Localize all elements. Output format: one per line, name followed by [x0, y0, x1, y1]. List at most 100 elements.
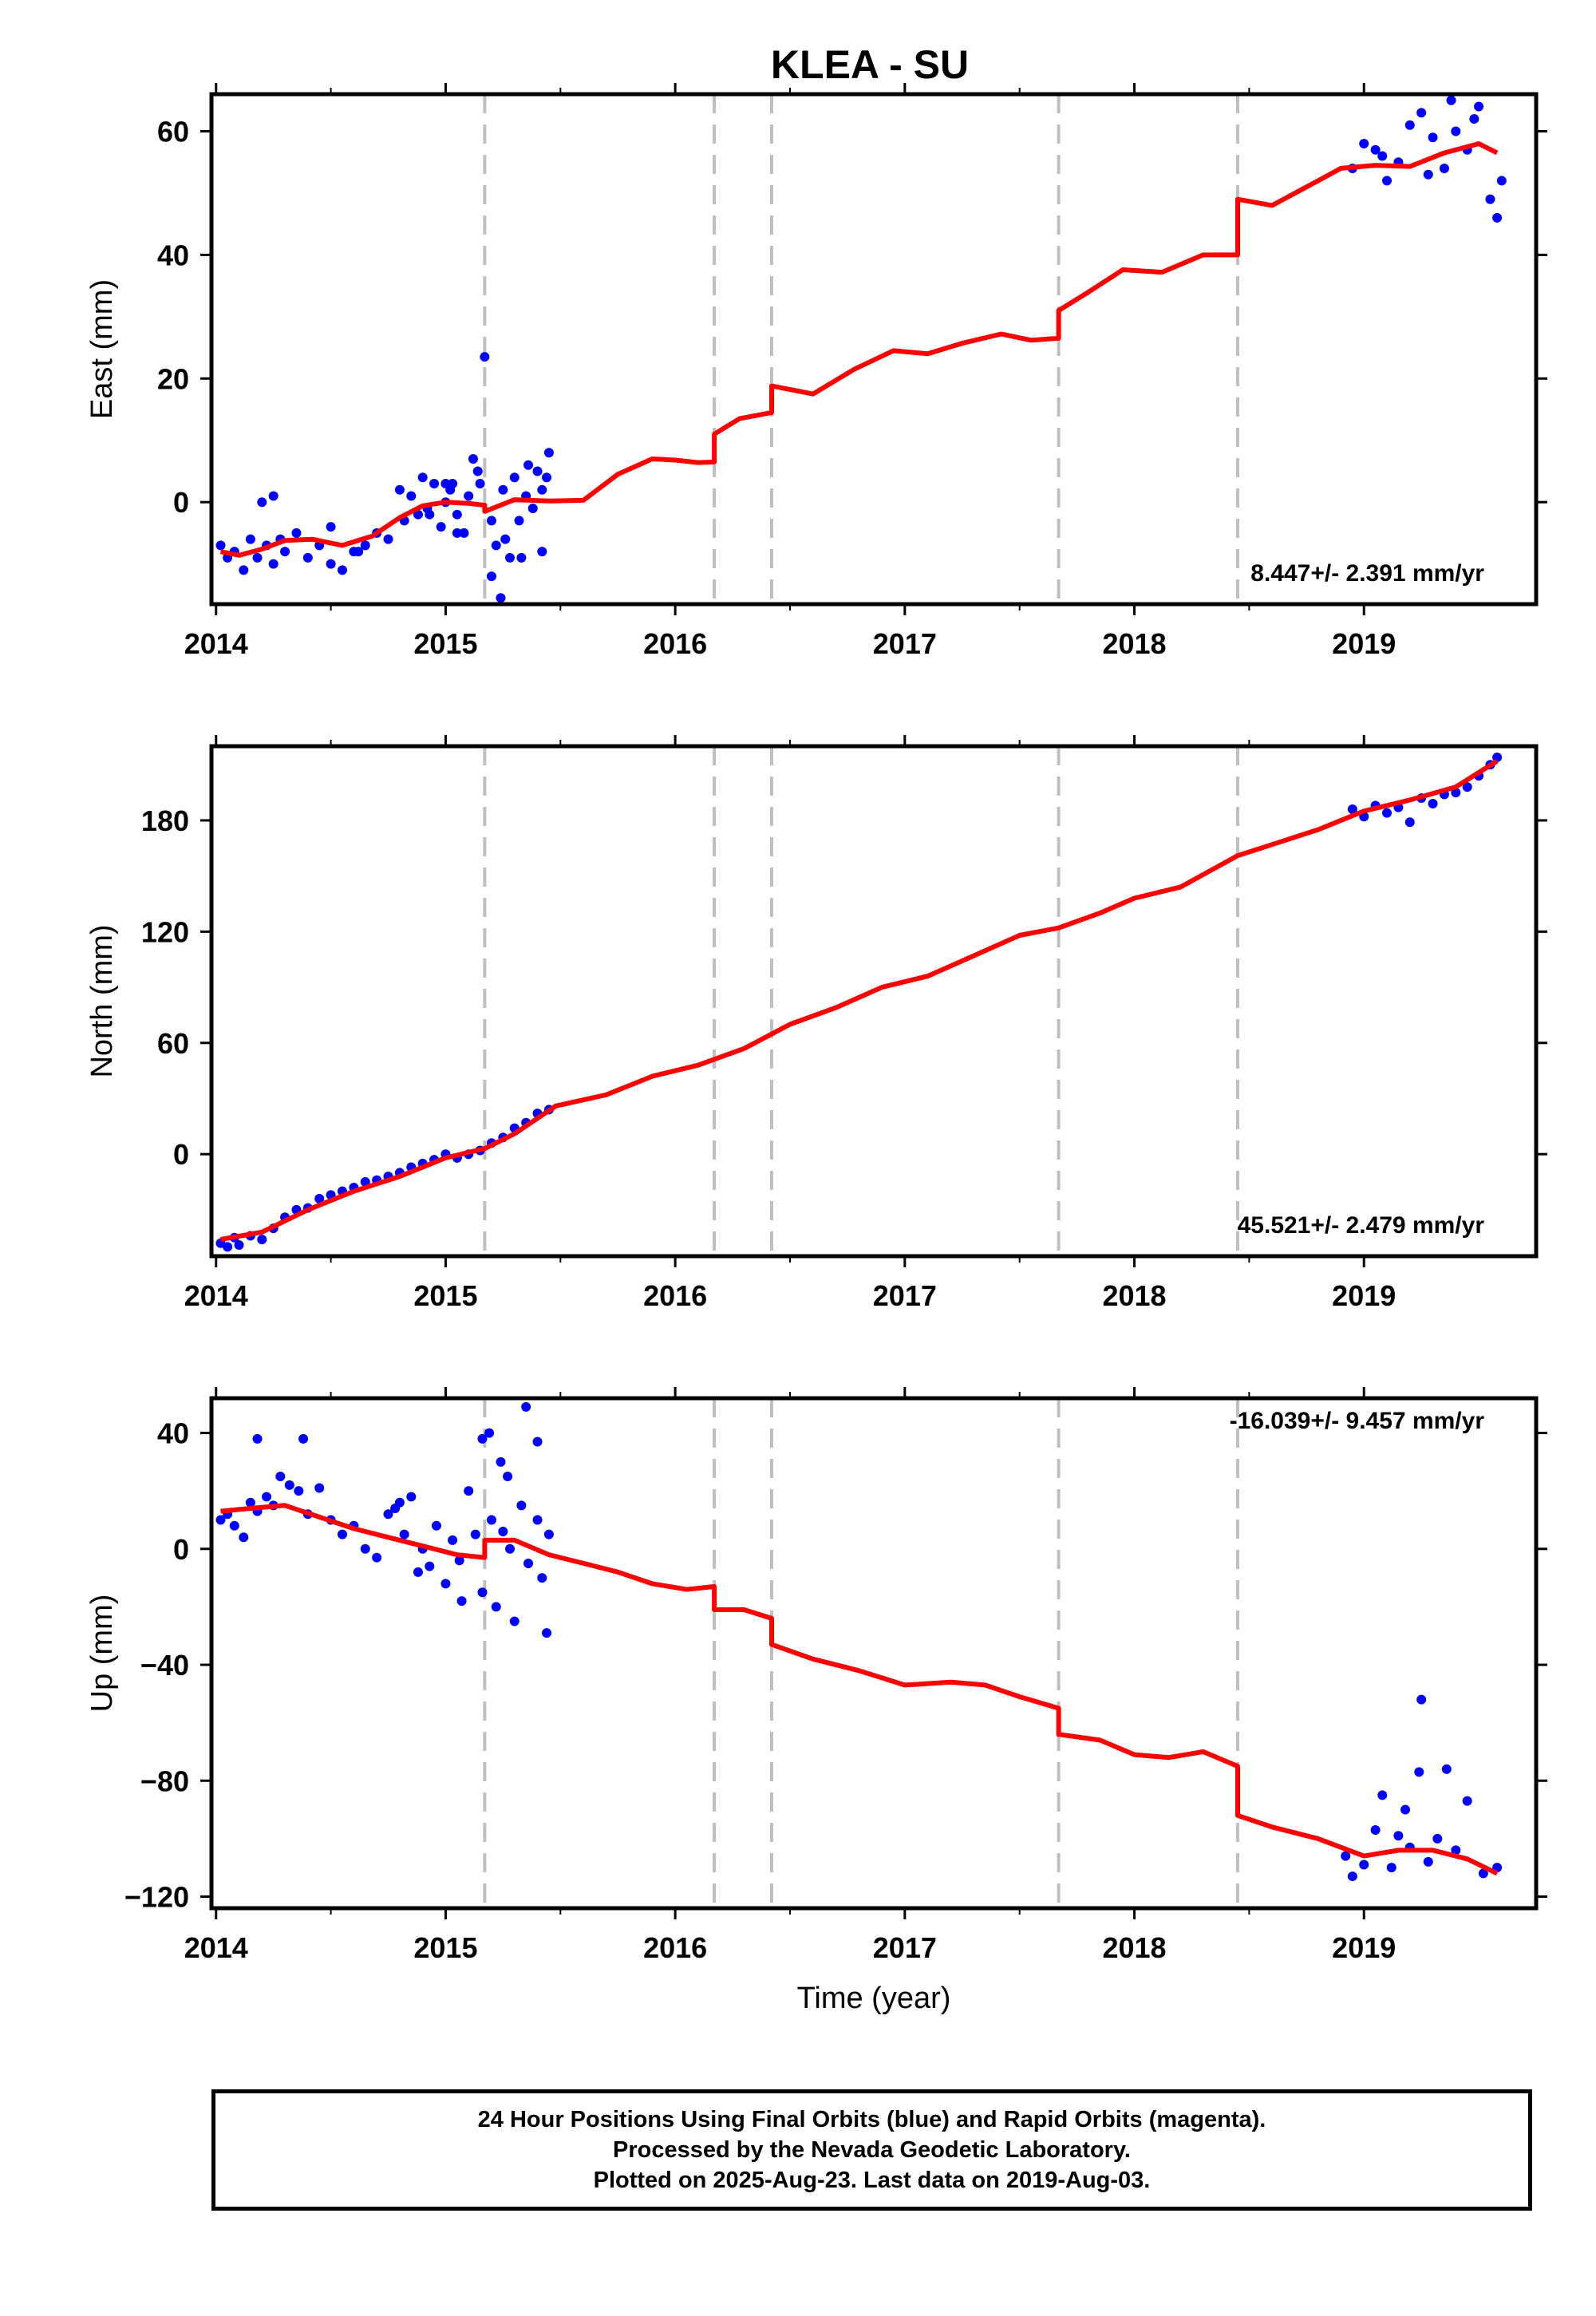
- north-x-tick-label: 2016: [643, 1279, 707, 1312]
- up-data-point: [1462, 1796, 1472, 1806]
- east-data-point: [413, 509, 423, 520]
- east-data-point: [360, 540, 370, 551]
- up-data-point: [521, 1401, 531, 1412]
- north-y-tick-label: 0: [173, 1138, 189, 1171]
- up-data-point: [1414, 1767, 1424, 1777]
- east-data-point: [417, 472, 428, 483]
- north-data-point: [1428, 799, 1438, 809]
- east-data-point: [1359, 138, 1369, 148]
- processing-info-line-3: Plotted on 2025-Aug-23. Last data on 201…: [593, 2168, 1151, 2193]
- east-data-point: [326, 522, 336, 532]
- north-x-tick-label: 2014: [184, 1279, 248, 1312]
- up-data-point: [486, 1515, 496, 1525]
- east-data-point: [537, 484, 547, 495]
- up-data-point: [1347, 1871, 1357, 1882]
- east-data-point: [1492, 212, 1503, 223]
- east-data-point: [468, 453, 478, 464]
- east-data-point: [505, 552, 516, 563]
- east-data-point: [464, 491, 474, 501]
- up-data-point: [425, 1561, 435, 1571]
- east-data-point: [459, 528, 469, 538]
- east-data-point: [523, 460, 534, 470]
- up-y-tick-label: 0: [173, 1533, 189, 1566]
- east-y-tick-label: 40: [157, 239, 189, 271]
- up-data-point: [252, 1433, 263, 1444]
- east-x-tick-label: 2015: [413, 627, 477, 660]
- up-x-tick-label: 2018: [1102, 1931, 1166, 1964]
- up-data-point: [516, 1500, 527, 1511]
- east-data-point: [448, 478, 458, 488]
- east-y-tick-label: 0: [173, 486, 189, 519]
- up-data-point: [505, 1543, 516, 1554]
- up-y-tick-label: −80: [140, 1765, 189, 1797]
- east-data-point: [429, 478, 440, 488]
- east-data-point: [543, 448, 554, 458]
- up-data-point: [440, 1579, 451, 1589]
- east-data-point: [527, 503, 538, 513]
- north-data-point: [234, 1240, 244, 1251]
- east-data-point: [1416, 108, 1427, 118]
- up-data-point: [523, 1558, 534, 1568]
- east-data-point: [302, 552, 313, 563]
- east-data-point: [472, 466, 483, 476]
- up-data-point: [532, 1515, 543, 1525]
- figure-title: KLEA - SU: [771, 42, 969, 87]
- north-y-axis-label: North (mm): [85, 924, 119, 1077]
- east-data-point: [1439, 163, 1449, 173]
- north-model-line: [219, 759, 1499, 1243]
- east-data-point: [491, 540, 501, 551]
- up-data-point: [503, 1472, 513, 1482]
- north-data-point: [1451, 788, 1461, 798]
- east-x-tick-label: 2018: [1102, 627, 1166, 660]
- east-data-point: [1485, 194, 1495, 204]
- north-data-point: [314, 1193, 325, 1203]
- north-y-tick-label: 60: [157, 1027, 189, 1060]
- east-data-point: [436, 522, 446, 532]
- up-data-point: [1441, 1764, 1452, 1774]
- east-data-point: [509, 472, 519, 483]
- up-data-point: [245, 1497, 255, 1508]
- east-y-tick-label: 60: [157, 115, 189, 148]
- east-data-point: [486, 516, 496, 526]
- up-rate-label: -16.039+/- 9.457 mm/yr: [1230, 1408, 1485, 1434]
- up-data-point: [542, 1628, 552, 1638]
- up-data-point: [284, 1480, 294, 1490]
- up-data-point: [1341, 1851, 1351, 1861]
- east-model-line: [219, 141, 1499, 558]
- up-data-point: [464, 1486, 474, 1496]
- up-data-point: [1386, 1863, 1396, 1873]
- east-data-point: [268, 491, 279, 501]
- east-data-point: [1469, 113, 1479, 124]
- east-data-point: [1446, 95, 1456, 105]
- east-data-point: [542, 472, 552, 483]
- processing-info-line-1: 24 Hour Positions Using Final Orbits (bl…: [477, 2107, 1266, 2132]
- up-data-point: [413, 1567, 423, 1577]
- up-model-line: [220, 1503, 1499, 1876]
- east-observations: [215, 95, 1507, 603]
- up-y-tick-label: 40: [157, 1417, 189, 1450]
- up-data-point: [496, 1456, 506, 1467]
- up-x-tick-label: 2017: [873, 1931, 937, 1964]
- east-y-tick-label: 20: [157, 362, 189, 395]
- up-data-point: [470, 1529, 480, 1539]
- east-y-axis-label: East (mm): [85, 279, 119, 419]
- up-data-point: [477, 1433, 488, 1444]
- north-data-point: [1462, 782, 1472, 792]
- up-data-point: [399, 1529, 409, 1539]
- up-data-point: [383, 1509, 393, 1520]
- up-x-axis-label: Time (year): [797, 1982, 951, 2015]
- up-x-tick-label: 2015: [413, 1931, 477, 1964]
- up-data-point: [484, 1428, 495, 1438]
- east-data-point: [500, 534, 511, 544]
- up-data-point: [1359, 1860, 1369, 1870]
- east-data-point: [406, 491, 417, 501]
- east-data-point: [537, 547, 547, 557]
- east-data-point: [1404, 120, 1415, 130]
- up-data-point: [337, 1529, 347, 1539]
- up-data-point: [229, 1520, 239, 1531]
- up-data-point: [372, 1552, 382, 1563]
- east-data-point: [425, 509, 435, 520]
- up-data-point: [454, 1555, 464, 1566]
- processing-info-line-2: Processed by the Nevada Geodetic Laborat…: [613, 2137, 1131, 2163]
